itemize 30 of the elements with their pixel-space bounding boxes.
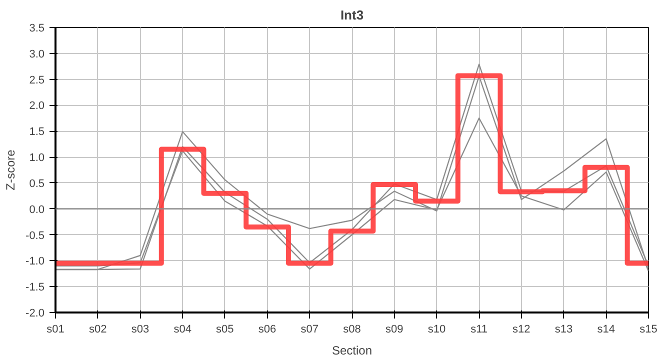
y-tick-label: 0.0 [29, 204, 45, 216]
x-tick-label: s10 [428, 324, 446, 336]
x-tick-label: s08 [343, 324, 361, 336]
y-axis-title: Z-score [4, 149, 18, 190]
y-tick-label: 1.0 [29, 152, 45, 164]
x-tick-label: s04 [174, 324, 192, 336]
x-tick-label: s01 [46, 324, 64, 336]
y-tick-label: 0.5 [29, 178, 45, 190]
y-tick-label: -0.5 [26, 230, 45, 242]
x-tick-label: s06 [258, 324, 276, 336]
y-tick-label: 1.5 [29, 126, 45, 138]
y-tick-label: 3.5 [29, 22, 45, 34]
x-tick-label: s07 [300, 324, 319, 336]
x-tick-label: s13 [554, 324, 573, 336]
y-tick-label: -1.5 [26, 282, 45, 294]
x-tick-label: s09 [385, 324, 404, 336]
x-axis-title: Section [332, 344, 372, 358]
y-tick-label: 3.0 [29, 48, 45, 60]
chart-title: Int3 [340, 8, 364, 22]
y-tick-label: 2.0 [29, 100, 45, 112]
y-tick-label: 2.5 [29, 74, 45, 86]
y-tick-label: -2.0 [26, 308, 45, 320]
x-tick-label: s15 [640, 324, 658, 336]
y-tick-label: -1.0 [26, 256, 45, 268]
x-tick-label: s02 [88, 324, 107, 336]
x-tick-label: s14 [597, 324, 616, 336]
x-tick-label: s12 [512, 324, 530, 336]
x-tick-label: s11 [470, 324, 488, 336]
x-tick-label: s05 [216, 324, 234, 336]
x-tick-label: s03 [131, 324, 150, 336]
